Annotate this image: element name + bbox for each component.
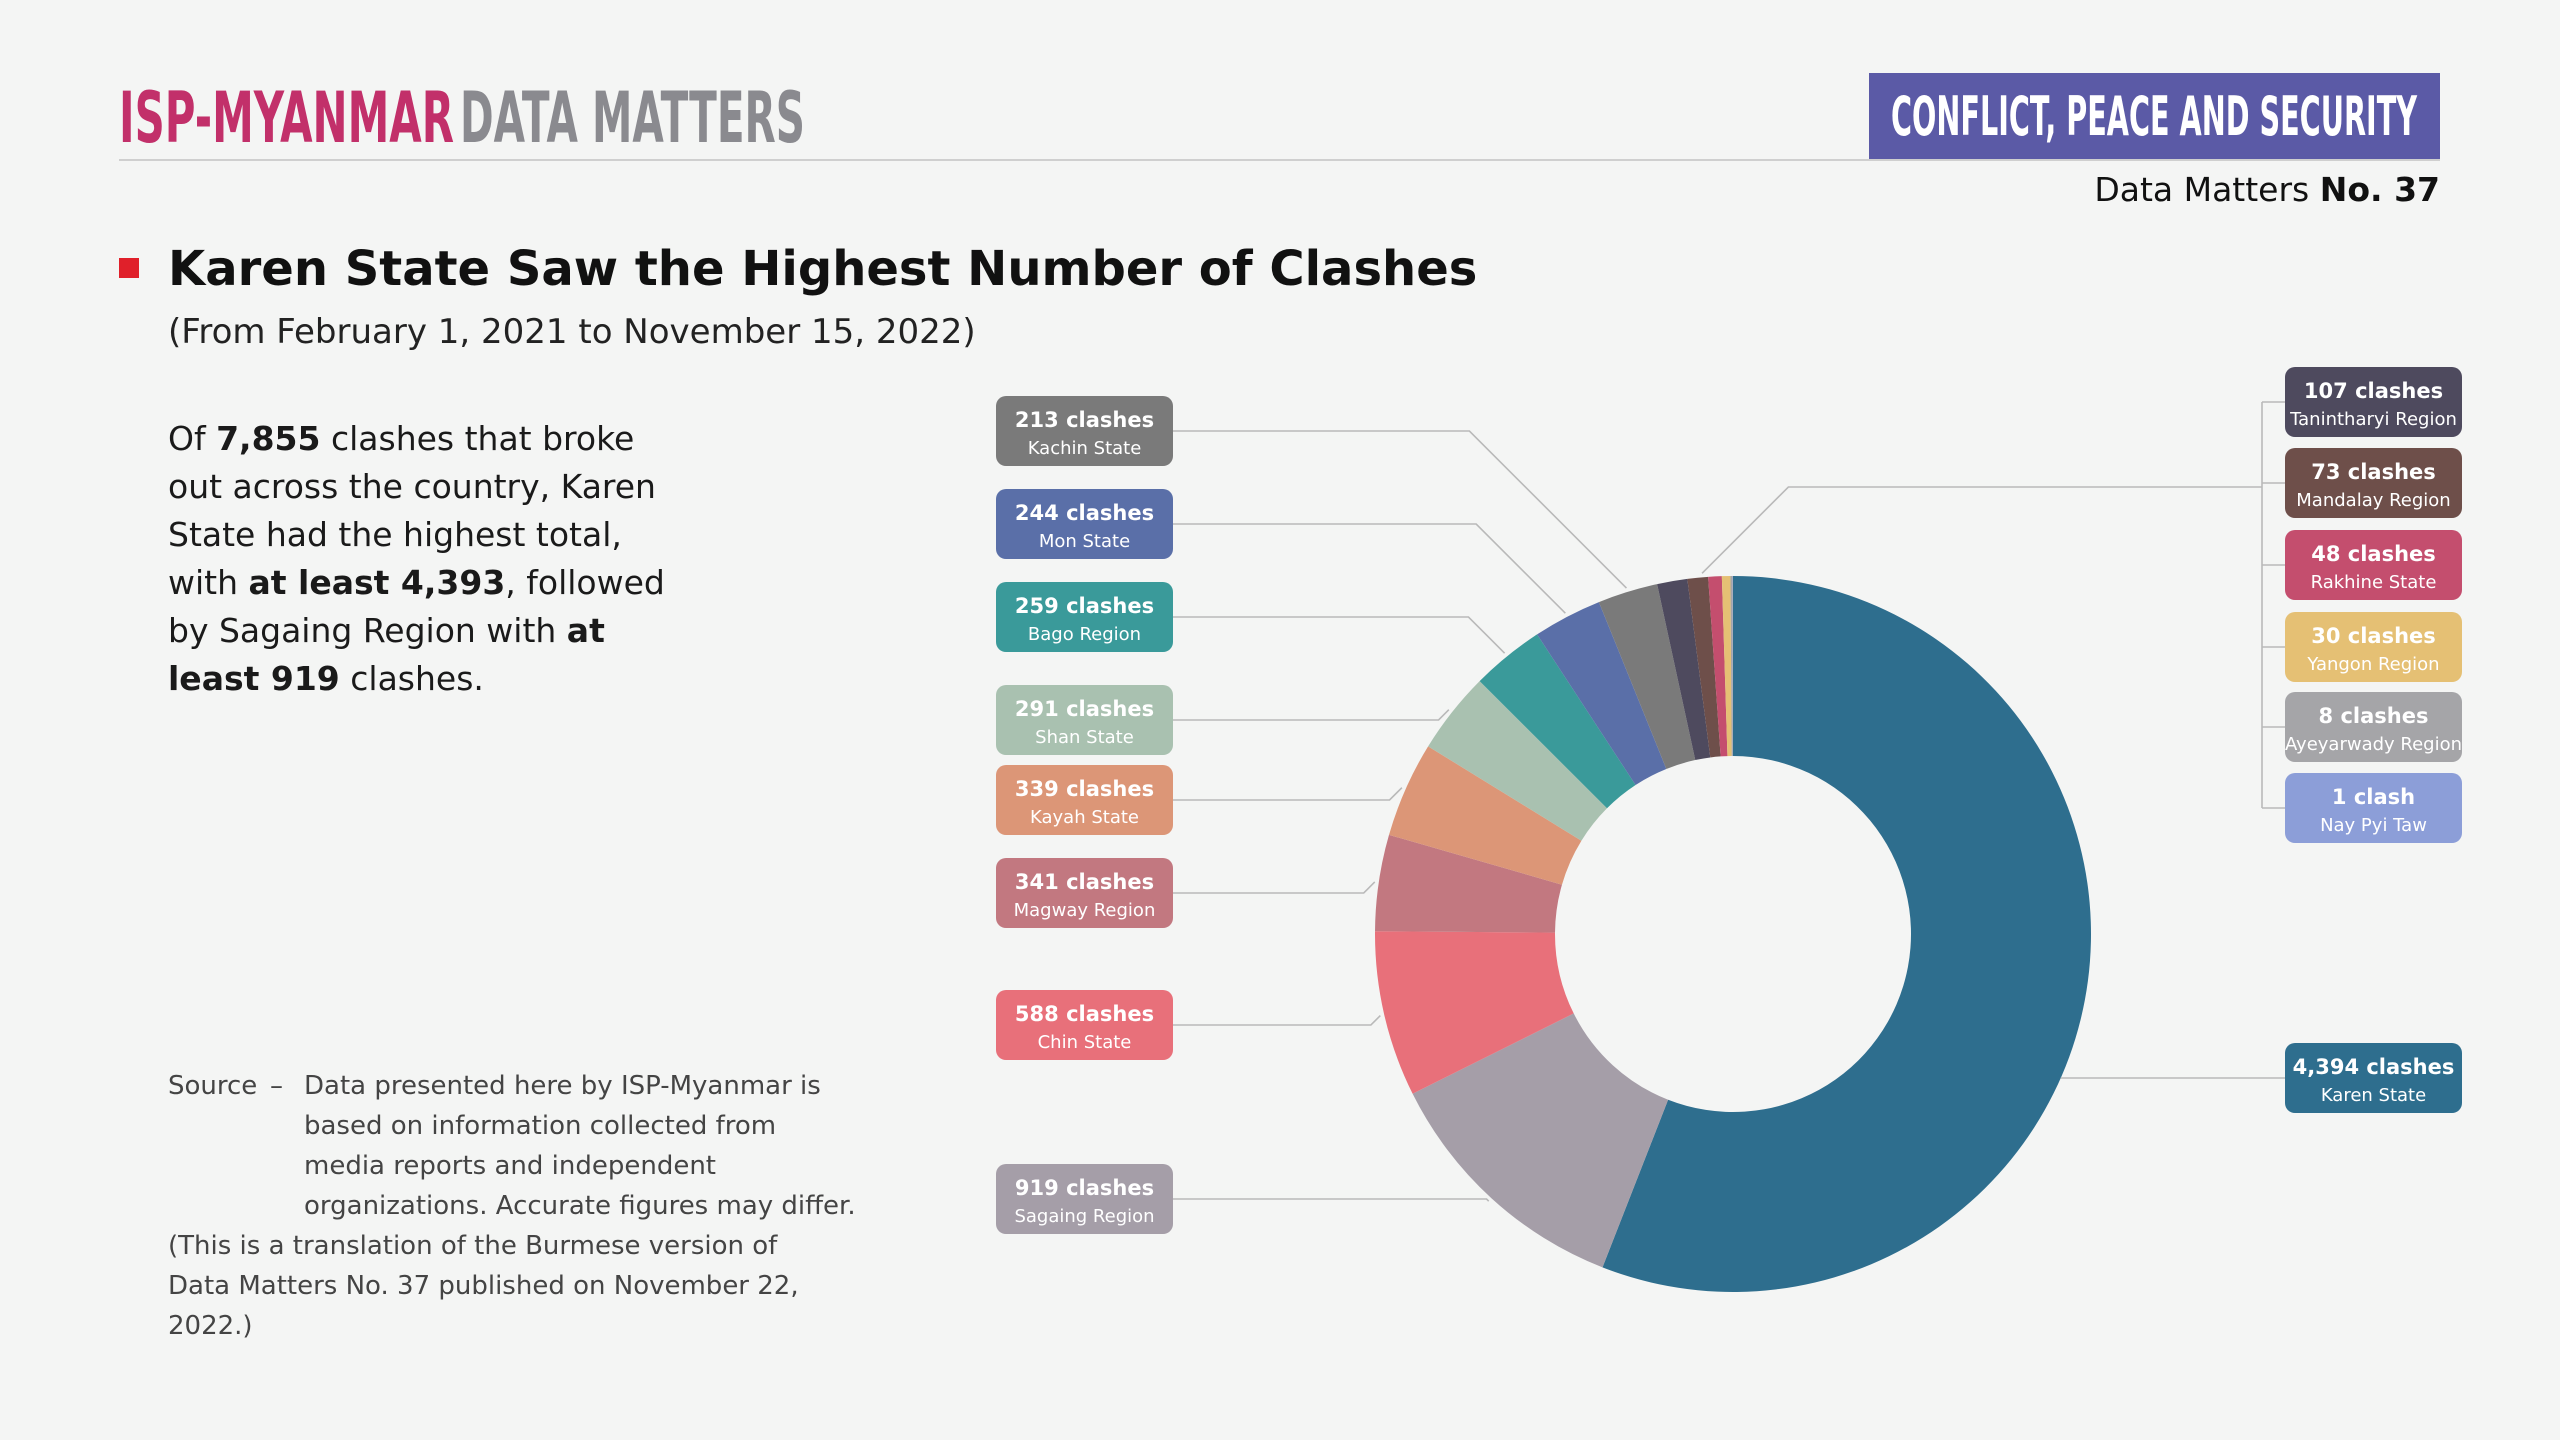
slice bbox=[1375, 931, 1574, 1094]
label-category: Magway Region bbox=[1014, 900, 1156, 921]
label-value: 73 clashes bbox=[2311, 460, 2436, 484]
label-category: Yangon Region bbox=[2306, 654, 2439, 675]
badge-box bbox=[1869, 73, 2440, 159]
leader-line bbox=[1173, 787, 1403, 801]
slice bbox=[1730, 576, 1733, 757]
label-value: 291 clashes bbox=[1015, 697, 1154, 721]
label-value: 1 clash bbox=[2332, 785, 2415, 809]
label-value: 213 clashes bbox=[1015, 408, 1154, 432]
leader-line bbox=[1701, 486, 2262, 574]
label-category: Chin State bbox=[1038, 1032, 1132, 1053]
label-box bbox=[996, 765, 1173, 835]
leader-line bbox=[1173, 1015, 1381, 1026]
label-value: 588 clashes bbox=[1015, 1002, 1154, 1026]
slice bbox=[1428, 681, 1608, 841]
slice bbox=[1721, 576, 1732, 757]
label-box bbox=[996, 1164, 1173, 1234]
leader-line bbox=[1173, 1198, 1490, 1202]
chart-title: Karen State Saw the Highest Number of Cl… bbox=[168, 241, 1477, 297]
donut-chart: 919 clashes Sagaing Region 588 clashes Chin… bbox=[996, 367, 2462, 1293]
label-box bbox=[996, 685, 1173, 755]
label-box bbox=[2285, 1043, 2462, 1113]
summary-segment: at least 4,393 bbox=[248, 563, 506, 602]
label-box bbox=[2285, 367, 2462, 437]
slice bbox=[1602, 576, 2091, 1293]
label-box bbox=[996, 396, 1173, 466]
slice bbox=[1708, 576, 1728, 757]
label-value: 339 clashes bbox=[1015, 777, 1154, 801]
slice bbox=[1598, 584, 1696, 769]
label-box bbox=[2285, 773, 2462, 843]
source-text: Data presented here by ISP-Myanmar is ba… bbox=[304, 1071, 856, 1221]
summary: Of 7,855 clashes that broke out across t… bbox=[168, 415, 688, 703]
label-value: 30 clashes bbox=[2311, 624, 2436, 648]
label-value: 8 clashes bbox=[2319, 704, 2429, 728]
leader-line bbox=[1173, 430, 1628, 589]
badge: CONFLICT, PEACE AND SECURITY bbox=[1891, 85, 2417, 148]
series-name: DATA MATTERS bbox=[460, 77, 805, 159]
label-box bbox=[2285, 692, 2462, 762]
summary-segment: , followed by Sagaing Region with bbox=[168, 563, 665, 650]
issue-number: No. 37 bbox=[2320, 170, 2440, 209]
chart-subtitle: (From February 1, 2021 to November 15, 2… bbox=[168, 312, 976, 352]
label-box bbox=[996, 582, 1173, 652]
label-value: 259 clashes bbox=[1015, 594, 1154, 618]
label-box bbox=[2285, 530, 2462, 600]
slice bbox=[1479, 634, 1636, 809]
summary-segment: at least 919 bbox=[168, 611, 605, 698]
label-category: Ayeyarwady Region bbox=[2285, 734, 2462, 755]
summary-segment: clashes that broke out across the countr… bbox=[168, 419, 656, 602]
label-category: Nay Pyi Taw bbox=[2320, 815, 2427, 836]
label-category: Karen State bbox=[2321, 1085, 2426, 1106]
issue: Data Matters No. 37 bbox=[2094, 170, 2440, 209]
leader-line bbox=[1173, 616, 1506, 654]
label-category: Tanintharyi Region bbox=[2289, 409, 2457, 430]
label-value: 244 clashes bbox=[1015, 501, 1154, 525]
source-label: Source bbox=[168, 1071, 258, 1101]
source-note: (This is a translation of the Burmese ve… bbox=[168, 1231, 799, 1341]
label-value: 919 clashes bbox=[1015, 1176, 1154, 1200]
summary-segment: clashes. bbox=[339, 659, 484, 698]
summary-segment: 7,855 bbox=[216, 419, 321, 458]
label-value: 107 clashes bbox=[2304, 379, 2443, 403]
label-category: Mandalay Region bbox=[2296, 490, 2450, 511]
label-category: Mon State bbox=[1039, 531, 1130, 552]
label-value: 4,394 clashes bbox=[2293, 1055, 2455, 1079]
leader-line bbox=[1173, 523, 1566, 614]
slice bbox=[1412, 1013, 1669, 1268]
label-box bbox=[996, 858, 1173, 928]
label-category: Bago Region bbox=[1028, 624, 1141, 645]
slice bbox=[1657, 578, 1711, 761]
slice bbox=[1537, 602, 1667, 786]
slice bbox=[1687, 576, 1721, 758]
brand: ISP-MYANMAR bbox=[119, 77, 454, 159]
label-category: Sagaing Region bbox=[1014, 1206, 1154, 1227]
label-value: 48 clashes bbox=[2311, 542, 2436, 566]
label-value: 341 clashes bbox=[1015, 870, 1154, 894]
source-dash: – bbox=[270, 1071, 283, 1101]
title-bullet bbox=[119, 258, 139, 278]
label-category: Shan State bbox=[1035, 727, 1134, 748]
label-category: Rakhine State bbox=[2311, 572, 2437, 593]
label-category: Kayah State bbox=[1030, 807, 1139, 828]
slice bbox=[1375, 834, 1562, 933]
slice bbox=[1388, 746, 1582, 885]
leader-line bbox=[1173, 881, 1376, 894]
label-box bbox=[996, 489, 1173, 559]
summary-segment: Of bbox=[168, 419, 217, 458]
issue-prefix: Data Matters bbox=[2094, 170, 2309, 209]
leader-line bbox=[1173, 709, 1450, 721]
label-box bbox=[2285, 612, 2462, 682]
label-box bbox=[996, 990, 1173, 1060]
label-box bbox=[2285, 448, 2462, 518]
label-category: Kachin State bbox=[1028, 438, 1142, 459]
